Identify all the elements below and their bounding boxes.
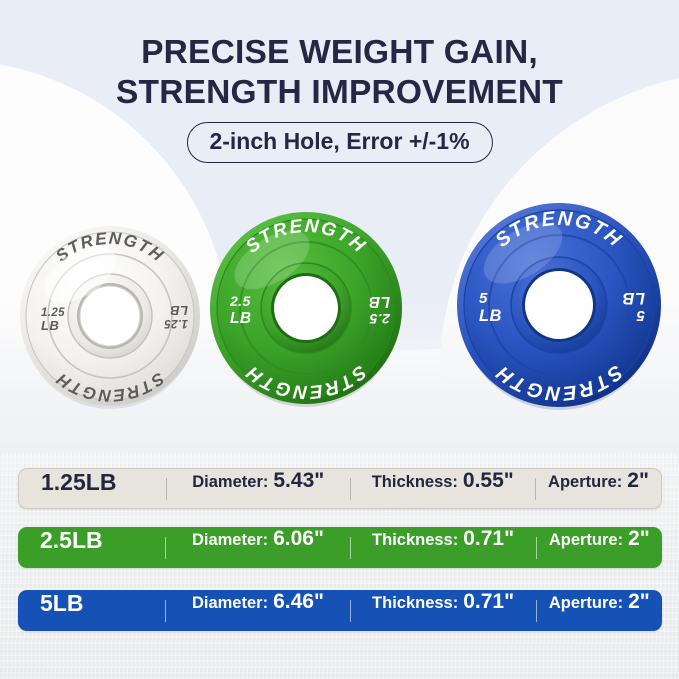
cell-thickness: Thickness: 0.71": [351, 590, 536, 631]
cell-diameter: Diameter: 5.43": [167, 469, 350, 508]
weight-label: 2.5LB: [40, 527, 103, 553]
cell-aperture: Aperture: 2": [537, 590, 662, 631]
plate-weight-value-right-2-5lb: 2.5: [369, 311, 391, 327]
specification-table: 1.25LB Diameter: 5.43" Thickness: 0.55" …: [0, 452, 679, 679]
cell-divider: [349, 477, 351, 500]
cell-divider: [535, 477, 536, 500]
cell-weight: 5LB: [18, 590, 165, 631]
diameter-label: Diameter:: [192, 473, 269, 491]
plate-graphic-1-25lb: STRENGTH STRENGTH 1.25 LB 1.25 LB: [20, 226, 200, 409]
cell-diameter: Diameter: 6.06": [166, 527, 349, 568]
headline-line-2: STRENGTH IMPROVEMENT: [116, 74, 563, 111]
plate-weight-unit-right-1-25lb: LB: [170, 303, 188, 318]
cell-divider: [165, 599, 167, 622]
cell-aperture: Aperture: 2": [537, 527, 662, 568]
weight-plate-2-5lb: STRENGTH STRENGTH 2.5 LB 2.5 LB: [200, 202, 412, 414]
plate-weight-unit-right-5lb: LB: [622, 289, 645, 307]
aperture-value: 2": [628, 527, 650, 550]
plate-weight-unit-left-2-5lb: LB: [230, 310, 251, 327]
diameter-label: Diameter:: [191, 594, 269, 612]
thickness-value: 0.71": [463, 527, 515, 550]
plate-weight-unit-left-1-25lb: LB: [41, 318, 59, 333]
weight-label: 1.25LB: [41, 469, 117, 495]
cell-weight: 2.5LB: [18, 527, 165, 568]
diameter-value: 5.43": [273, 469, 325, 492]
weight-plate-5lb: STRENGTH STRENGTH 5 LB 5 LB: [447, 193, 671, 417]
plate-weight-value-left-5lb: 5: [479, 290, 488, 307]
cell-divider: [349, 599, 351, 622]
plate-weight-unit-left-5lb: LB: [479, 307, 502, 325]
cell-aperture: Aperture: 2": [536, 469, 661, 508]
plate-graphic-5lb: STRENGTH STRENGTH 5 LB 5 LB: [457, 203, 661, 410]
table-row: 5LB Diameter: 6.46" Thickness: 0.71" Ape…: [18, 590, 662, 631]
plate-weight-value-right-5lb: 5: [636, 307, 645, 324]
weight-label: 5LB: [40, 590, 84, 616]
diameter-value: 6.06": [273, 527, 324, 550]
plate-graphic-2-5lb: STRENGTH STRENGTH 2.5 LB 2.5 LB: [210, 212, 402, 407]
diameter-label: Diameter:: [191, 531, 269, 549]
plate-weight-unit-right-2-5lb: LB: [369, 293, 390, 310]
weight-plate-1-25lb: STRENGTH STRENGTH 1.25 LB 1.25 LB: [10, 216, 210, 416]
aperture-value: 2": [628, 590, 650, 613]
subtitle-badge: 2-inch Hole, Error +/-1%: [186, 122, 493, 163]
plate-weight-value-left-1-25lb: 1.25: [41, 307, 65, 319]
cell-divider: [165, 477, 167, 500]
cell-weight: 1.25LB: [19, 469, 166, 508]
plate-weight-value-right-1-25lb: 1.25: [164, 317, 188, 329]
plate-weight-value-left-2-5lb: 2.5: [229, 293, 251, 309]
thickness-label: Thickness:: [371, 473, 458, 491]
table-row: 2.5LB Diameter: 6.06" Thickness: 0.71" A…: [18, 527, 662, 568]
cell-divider: [535, 599, 537, 622]
cell-divider: [349, 536, 351, 559]
cell-diameter: Diameter: 6.46": [166, 590, 349, 631]
cell-thickness: Thickness: 0.55": [351, 469, 536, 508]
thickness-label: Thickness:: [372, 594, 459, 612]
cell-divider: [165, 536, 167, 559]
table-row: 1.25LB Diameter: 5.43" Thickness: 0.55" …: [18, 468, 662, 509]
aperture-label: Aperture:: [548, 594, 624, 612]
cell-thickness: Thickness: 0.71": [351, 527, 536, 568]
aperture-label: Aperture:: [548, 531, 624, 549]
thickness-value: 0.71": [463, 590, 515, 613]
cell-divider: [535, 536, 537, 559]
headline-line-1: PRECISE WEIGHT GAIN,: [141, 34, 538, 71]
diameter-value: 6.46": [273, 590, 324, 613]
aperture-label: Aperture:: [548, 473, 623, 491]
page-title: PRECISE WEIGHT GAIN, STRENGTH IMPROVEMEN…: [0, 33, 679, 113]
aperture-value: 2": [627, 469, 649, 492]
thickness-value: 0.55": [462, 469, 514, 492]
thickness-label: Thickness:: [372, 531, 459, 549]
